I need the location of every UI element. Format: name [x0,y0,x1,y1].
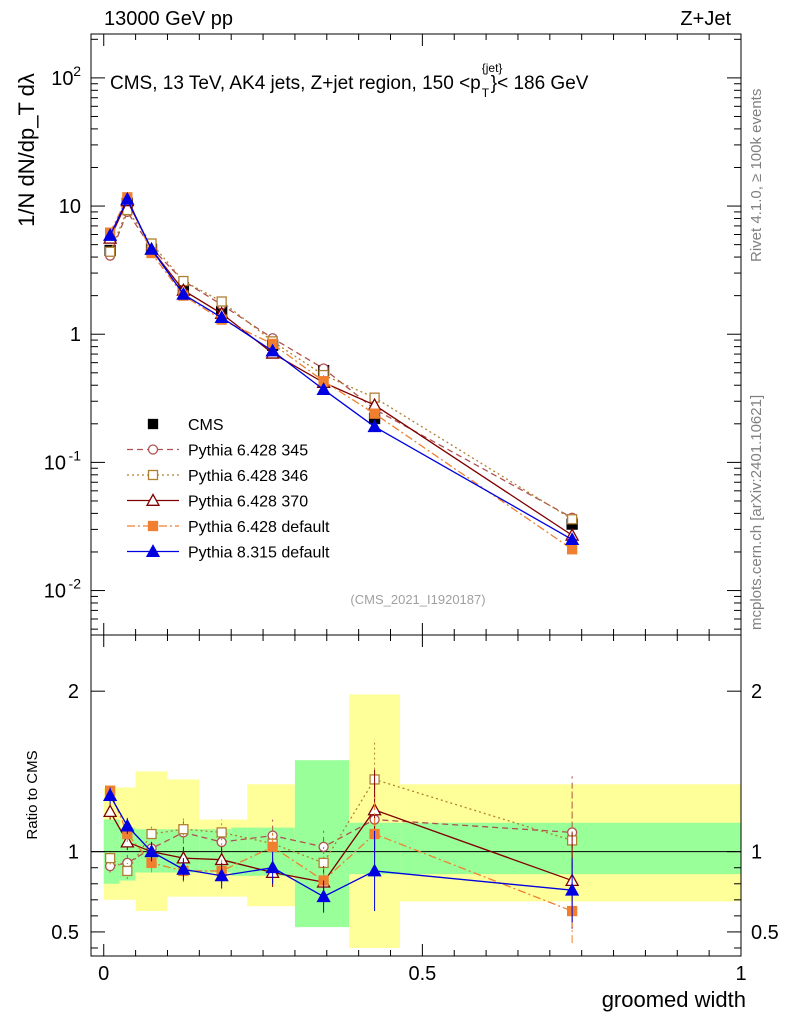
ratio-point-p346 [318,857,329,869]
mcplots-label: mcplots.cern.ch [arXiv:2401.10621] [748,394,765,630]
y-tick-label: 10 2 [51,63,81,90]
ratio-series-p8 [103,787,580,923]
y-tick-label: 1 [70,324,81,346]
legend-label-p345: Pythia 6.428 345 [188,443,308,460]
main-line-p346 [109,208,573,520]
plot-title: CMS, 13 TeV, AK4 jets, Z+jet region, 150… [110,61,589,100]
ratio-point-p6def [267,841,278,853]
plot-title-tail: }< 186 GeV [491,73,589,94]
ratio-y-tick-label-right: 0.5 [751,922,779,944]
ratio-point-p8 [176,861,191,875]
ratio-y-tick-label-left: 2 [68,681,79,703]
ratio-plot-frame [90,634,742,957]
ratio-point-p8 [214,868,229,882]
x-tick-label: 0 [98,963,109,985]
plot-title-sup: {jet} [482,61,503,75]
rivet-version-label: Rivet 4.1.0, ≥ 100k events [748,88,765,262]
analysis-id-label: (CMS_2021_I1920187) [350,592,485,607]
x-tick-label: 0.5 [408,963,436,985]
ratio-y-tick-label-left: 0.5 [51,922,79,944]
legend-marker-cms [147,418,159,430]
ratio-point-p8 [103,788,118,801]
main-plot-area [103,191,580,555]
ratio-point-p8 [120,818,135,832]
header-process-label: Z+Jet [680,8,731,30]
y-tick-label-text: 10 [51,68,73,90]
main-series-p370 [103,193,580,541]
main-line-p6def [109,195,573,550]
main-point-p8 [265,343,280,357]
y-tick-label-exp: 2 [73,63,81,79]
y-tick-label: 10 -1 [44,447,81,474]
main-point-p6def [566,544,578,555]
x-axis-label: groomed width [602,987,746,1012]
y-tick-label: 10 [59,196,81,218]
ratio-point-p346 [122,865,133,877]
plot-title-text: CMS, 13 TeV, AK4 jets, Z+jet region, 150… [110,73,481,94]
y-axis-label-main: 1/N dN/dp_T dλ [14,73,39,227]
ratio-point-p346 [104,852,116,864]
ratio-point-p8 [316,889,331,903]
ratio-point-p346 [146,828,157,840]
ratio-point-p8 [265,860,280,874]
y-tick-label-text: 1 [70,324,81,346]
main-series-p6def [104,192,578,555]
ratio-y-tick-label-left: 1 [68,842,79,864]
ratio-point-p345 [318,841,329,853]
y-tick-label-exp: -2 [69,576,82,592]
ratio-point-p346 [216,827,227,838]
main-series-p345 [104,206,578,523]
legend-marker-p345 [147,444,159,455]
ratio-plot-area [91,694,741,948]
legend-label-p370: Pythia 6.428 370 [188,494,308,511]
main-series-cms [104,197,578,536]
header-energy-label: 13000 GeV pp [104,8,233,30]
ratio-point-p8 [565,882,580,896]
main-point-p8 [103,228,118,241]
legend-marker-p346 [147,469,159,481]
y-axis-label-ratio: Ratio to CMS [24,750,41,839]
ratio-point-p8 [144,844,159,858]
main-point-p8 [316,382,331,396]
legend: CMS Pythia 6.428 345 Pythia 6.428 346 Pythi… [127,417,330,562]
x-tick-label: 1 [735,963,746,985]
legend-label-p6def: Pythia 6.428 default [188,519,330,536]
legend-marker-p6def [147,520,159,532]
ratio-y-tick-label-right: 1 [751,842,762,864]
y-tick-label: 10 -2 [44,576,81,603]
ratio-y-tick-label-right: 2 [751,681,762,703]
main-series-p8 [103,191,580,546]
ratio-series-p370 [103,769,580,929]
main-point-p8 [367,419,382,433]
legend-label-cms: CMS [188,417,224,434]
main-point-p6def [369,408,380,419]
plot-title-sub: T [482,86,490,100]
legend-marker-p8 [145,544,161,557]
main-line-p370 [109,199,573,536]
main-point-p346 [104,246,116,257]
y-tick-label-exp: -1 [69,447,82,463]
legend-label-p346: Pythia 6.428 346 [188,468,308,485]
y-tick-label-text: 10 [44,581,66,603]
main-point-p8 [144,241,159,255]
ratio-point-p8 [367,863,382,877]
legend-marker-p370 [145,493,161,506]
y-tick-label-text: 10 [44,452,66,474]
main-point-p346 [216,296,227,307]
main-series-p346 [104,204,578,525]
main-line-p8 [109,197,573,541]
y-tick-label-text: 10 [59,196,81,218]
ratio-point-p346 [178,824,189,835]
main-point-p8 [214,310,229,323]
main-point-p8 [176,286,191,300]
ratio-point-p370 [103,804,118,817]
legend-label-p8: Pythia 8.315 default [188,545,330,562]
main-point-p8 [565,532,580,546]
main-point-p346 [566,514,578,525]
main-line-p345 [109,210,573,519]
main-point-p8 [120,191,135,205]
